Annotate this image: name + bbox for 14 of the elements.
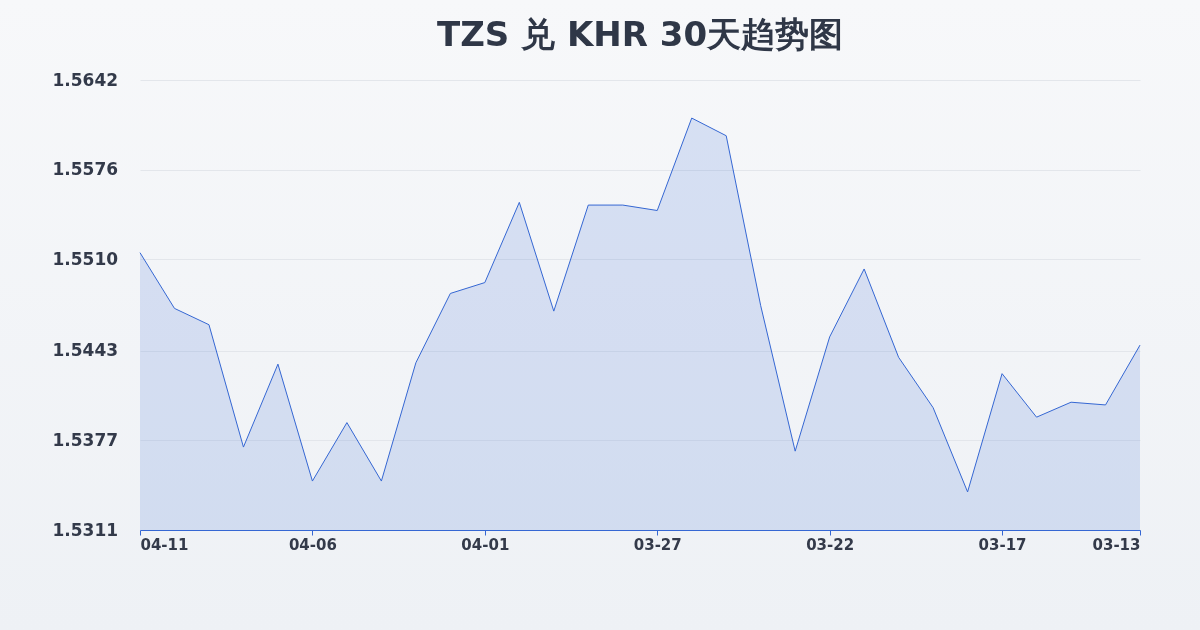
x-tick-label: 04-11 <box>140 535 189 554</box>
y-tick-label: 1.5443 <box>52 340 119 361</box>
x-tick-label: 03-17 <box>978 535 1027 554</box>
x-tick-label: 03-13 <box>1092 535 1141 554</box>
y-tick-label: 1.5311 <box>52 519 119 540</box>
x-tick-label: 03-27 <box>633 535 682 554</box>
chart-title: TZS 兑 KHR 30天趋势图 <box>436 14 844 54</box>
y-tick-label: 1.5510 <box>52 248 119 269</box>
x-tick-label: 04-06 <box>288 535 337 554</box>
x-tick-label: 03-22 <box>806 535 855 554</box>
y-tick-label: 1.5576 <box>52 159 119 180</box>
y-tick-label: 1.5642 <box>52 69 119 90</box>
y-tick-label: 1.5377 <box>52 429 119 450</box>
x-tick-label: 04-01 <box>461 535 510 554</box>
